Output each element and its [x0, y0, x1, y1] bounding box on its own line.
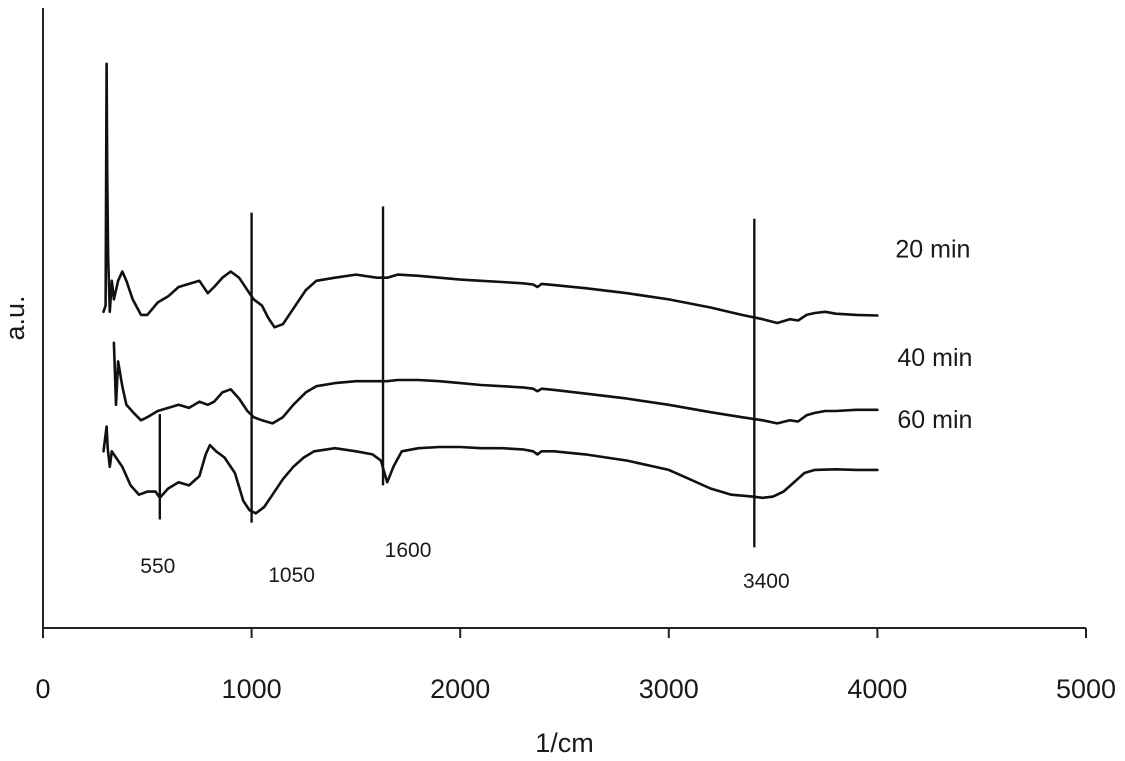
x-tick-label: 5000	[1056, 674, 1116, 704]
spectrum-line-60-min	[102, 425, 879, 515]
x-tick-label: 4000	[847, 674, 907, 704]
peak-label-3400: 3400	[743, 570, 790, 593]
x-tick-label: 0	[35, 674, 50, 704]
spectra	[102, 62, 879, 515]
x-tick-label: 2000	[430, 674, 490, 704]
x-tick-label: 1000	[222, 674, 282, 704]
peak-reference-lines	[158, 206, 756, 548]
peak-label-1600: 1600	[385, 539, 432, 562]
x-axis-tick-labels: 0 1000 2000 3000 4000 5000	[35, 674, 1116, 704]
axes	[42, 8, 1086, 629]
x-axis-ticks	[42, 628, 1087, 638]
peak-label-550: 550	[140, 555, 175, 578]
series-labels: 20 min 40 min 60 min	[895, 236, 972, 434]
x-tick-label: 3000	[639, 674, 699, 704]
spectrum-line-40-min	[112, 341, 879, 425]
series-label: 20 min	[895, 236, 970, 264]
spectrum-line-20-min	[102, 62, 879, 329]
series-label: 60 min	[897, 406, 972, 434]
peak-labels: 550 1050 1600 3400	[140, 539, 789, 593]
series-label: 40 min	[897, 344, 972, 372]
y-axis-title: a.u.	[0, 295, 30, 340]
peak-label-1050: 1050	[268, 564, 315, 587]
x-axis-title: 1/cm	[535, 728, 594, 758]
